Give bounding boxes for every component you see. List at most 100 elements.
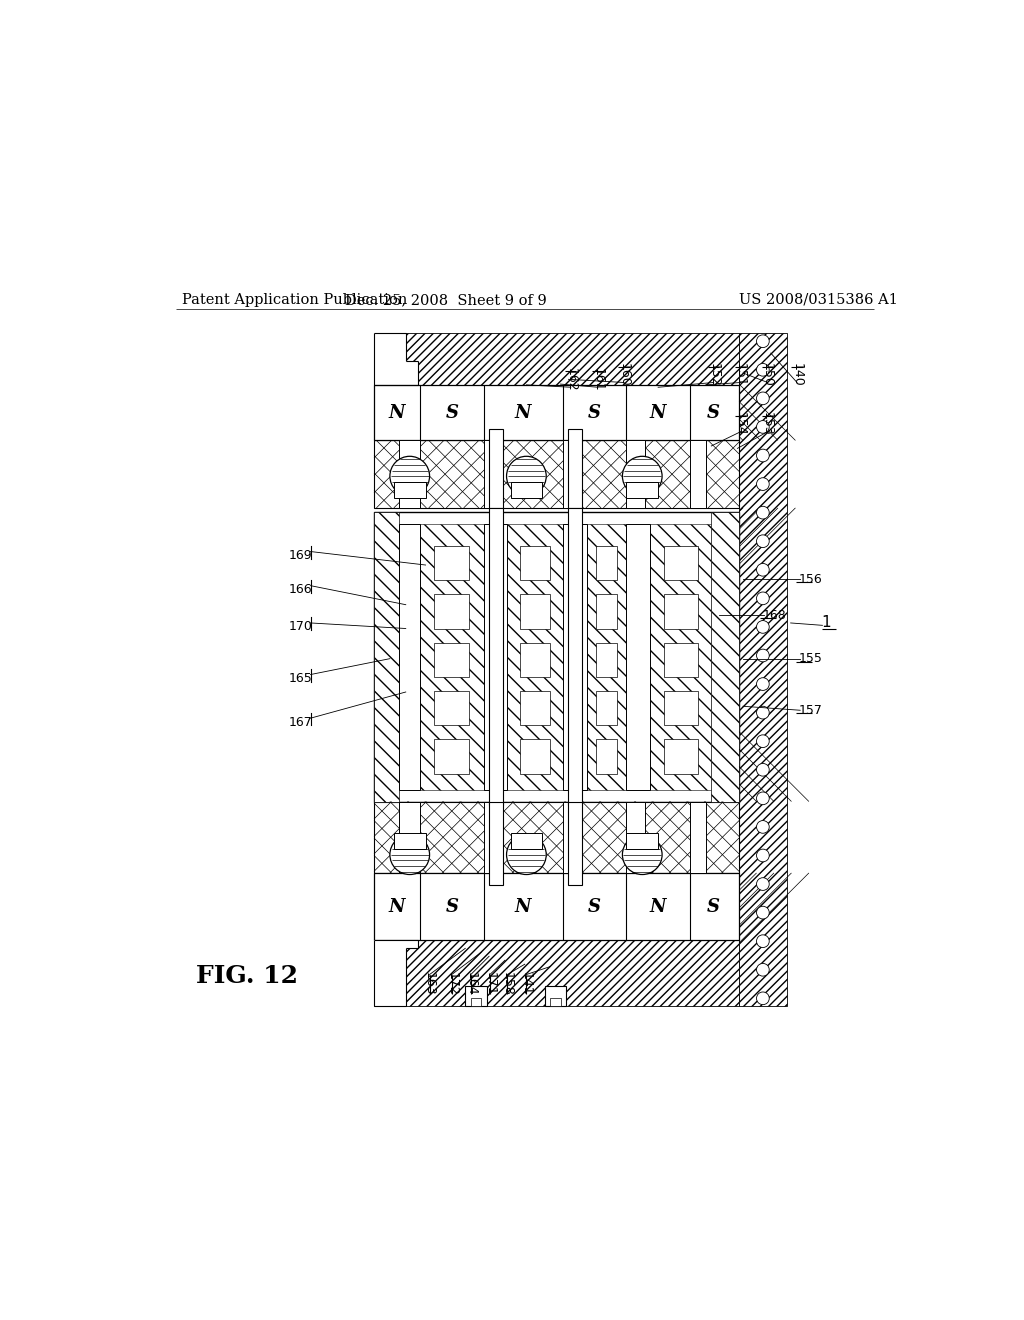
Bar [520, 545, 550, 579]
Bar [664, 594, 697, 628]
Circle shape [757, 706, 769, 719]
Bar [434, 643, 469, 677]
Text: S: S [708, 404, 720, 421]
Polygon shape [374, 940, 418, 1006]
Text: 151: 151 [734, 363, 748, 387]
Bar [568, 429, 582, 508]
Text: 165: 165 [289, 672, 312, 685]
Bar [545, 986, 566, 1006]
Circle shape [757, 649, 769, 661]
Bar [511, 482, 543, 498]
Bar [483, 524, 507, 789]
Circle shape [757, 363, 769, 376]
Polygon shape [374, 333, 418, 385]
Text: S: S [588, 404, 601, 421]
Bar [394, 833, 426, 849]
Bar [465, 986, 486, 1006]
Bar [511, 833, 543, 849]
Text: 1: 1 [821, 615, 831, 631]
Text: 152: 152 [708, 363, 720, 387]
Bar [627, 524, 650, 789]
Bar [627, 833, 658, 849]
Text: 155: 155 [799, 652, 822, 665]
Bar [394, 482, 426, 498]
Circle shape [757, 335, 769, 347]
Bar [374, 385, 739, 441]
Text: 169: 169 [289, 549, 312, 562]
Circle shape [757, 849, 769, 862]
Bar [399, 441, 420, 508]
Text: 157: 157 [799, 704, 822, 717]
Bar [596, 594, 617, 628]
Circle shape [390, 457, 430, 496]
Text: N: N [389, 898, 406, 916]
Bar [739, 333, 786, 1006]
Text: 140: 140 [791, 363, 804, 387]
Bar [489, 429, 503, 508]
Bar [374, 512, 739, 801]
Text: 172: 172 [445, 972, 459, 995]
Bar [664, 643, 697, 677]
Bar [374, 512, 399, 801]
Text: N: N [650, 404, 667, 421]
Circle shape [507, 834, 546, 875]
Circle shape [757, 507, 769, 519]
Circle shape [757, 991, 769, 1005]
Bar [434, 594, 469, 628]
Text: 160: 160 [617, 363, 631, 387]
Circle shape [623, 457, 663, 496]
Text: S: S [708, 898, 720, 916]
Text: FIG. 12: FIG. 12 [196, 964, 298, 989]
Bar [563, 801, 582, 873]
Circle shape [757, 677, 769, 690]
Text: 164: 164 [464, 973, 477, 995]
Bar [568, 508, 582, 805]
Bar [563, 441, 582, 508]
Bar [434, 545, 469, 579]
Text: 150: 150 [761, 363, 774, 387]
Bar [489, 801, 503, 884]
Bar [374, 801, 739, 873]
Bar [563, 524, 587, 789]
Circle shape [390, 834, 430, 875]
Bar [587, 524, 627, 789]
Bar [596, 545, 617, 579]
Bar [550, 998, 561, 1006]
Bar [568, 801, 582, 884]
Text: 163: 163 [423, 973, 436, 995]
Text: 156: 156 [799, 573, 822, 586]
Bar [664, 545, 697, 579]
Circle shape [757, 735, 769, 747]
Bar [507, 524, 563, 789]
Text: US 2008/0315386 A1: US 2008/0315386 A1 [739, 293, 898, 308]
Text: 141: 141 [520, 973, 532, 995]
Circle shape [507, 457, 546, 496]
Bar [434, 692, 469, 725]
Circle shape [757, 478, 769, 491]
Bar [690, 441, 706, 508]
Circle shape [757, 964, 769, 975]
Bar [627, 441, 645, 508]
Text: 171: 171 [483, 972, 497, 995]
Circle shape [757, 620, 769, 634]
Circle shape [757, 564, 769, 576]
Text: 162: 162 [564, 367, 578, 391]
Bar [596, 692, 617, 725]
Bar [627, 801, 645, 873]
Circle shape [757, 878, 769, 891]
Bar [690, 801, 706, 873]
Circle shape [623, 834, 663, 875]
Bar [374, 333, 739, 385]
Bar [596, 739, 617, 774]
Text: N: N [650, 898, 667, 916]
Text: S: S [445, 898, 459, 916]
Text: N: N [515, 404, 531, 421]
Text: Patent Application Publication: Patent Application Publication [182, 293, 408, 308]
Bar [374, 873, 739, 940]
Circle shape [757, 907, 769, 919]
Text: 168: 168 [763, 609, 786, 622]
Text: 154: 154 [734, 412, 748, 436]
Bar [483, 801, 503, 873]
Bar [650, 524, 712, 789]
Bar [664, 692, 697, 725]
